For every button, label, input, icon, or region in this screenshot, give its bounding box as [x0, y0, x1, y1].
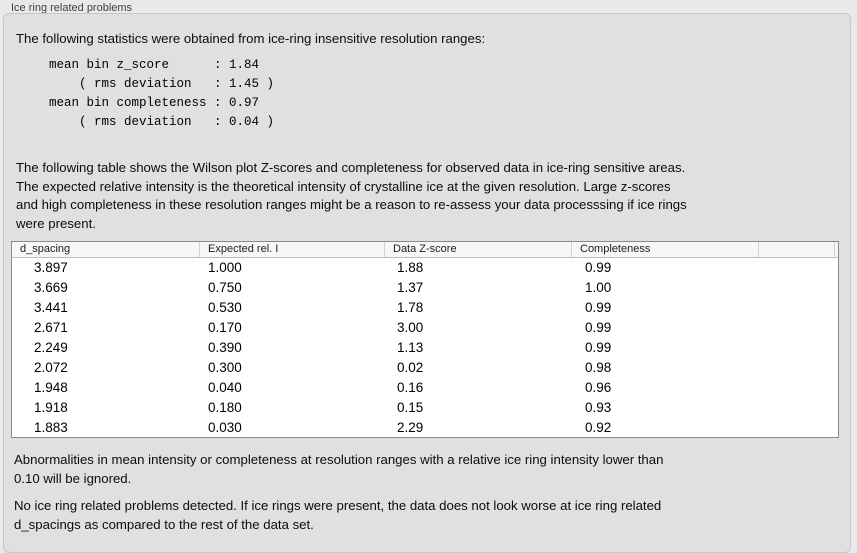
column-header-data-z-score[interactable]: Data Z-score: [384, 242, 571, 257]
table-cell: 0.300: [208, 359, 242, 375]
table-header: d_spacing Expected rel. I Data Z-score Comp…: [12, 242, 838, 258]
table-cell: 0.180: [208, 399, 242, 415]
intro-text: The following statistics were obtained f…: [16, 31, 486, 46]
table-row[interactable]: 2.671 0.170 3.00 0.99: [12, 318, 838, 338]
table-intro-text: The following table shows the Wilson plo…: [16, 160, 687, 231]
table-cell: 1.37: [397, 280, 424, 296]
table-cell: 0.390: [208, 340, 242, 355]
table-cell: 0.16: [397, 379, 424, 395]
column-header-blank[interactable]: [834, 242, 843, 257]
table-cell: 0.98: [585, 359, 612, 375]
table-cell: 2.249: [34, 340, 68, 355]
table-row[interactable]: 3.669 0.750 1.37 1.00: [12, 278, 838, 298]
table-cell: 0.96: [585, 379, 612, 395]
table-cell: 2.29: [397, 419, 424, 435]
ignore-note-text: Abnormalities in mean intensity or compl…: [14, 452, 664, 486]
table-cell: 2.072: [34, 359, 68, 375]
table-cell: 0.99: [585, 340, 612, 355]
table-cell: 1.883: [34, 419, 68, 435]
column-header-blank[interactable]: [758, 242, 834, 257]
group-box-title: Ice ring related problems: [11, 2, 133, 14]
table-row[interactable]: 1.948 0.040 0.16 0.96: [12, 377, 838, 397]
table-cell: 3.441: [34, 300, 68, 316]
table-cell: 1.918: [34, 399, 68, 415]
ice-ring-table: d_spacing Expected rel. I Data Z-score Comp…: [11, 241, 839, 438]
table-cell: 0.170: [208, 320, 242, 336]
stats-block: mean bin z_score : 1.84 ( rms deviation …: [49, 58, 275, 129]
table-cell: 0.02: [397, 359, 424, 375]
table-row[interactable]: 1.883 0.030 2.29 0.92: [12, 417, 838, 437]
table-cell: 0.99: [585, 260, 612, 276]
table-cell: 3.897: [34, 260, 68, 276]
table-cell: 0.040: [208, 379, 242, 395]
table-cell: 0.530: [208, 300, 242, 316]
column-header-expected-rel-i[interactable]: Expected rel. I: [199, 242, 384, 257]
table-cell: 1.00: [585, 280, 612, 296]
table-body: 3.897 1.000 1.88 0.99 3.669 0.750 1.37 1.00 3.44…: [12, 258, 838, 437]
table-cell: 0.99: [585, 320, 612, 336]
table-cell: 1.000: [208, 260, 242, 276]
table-cell: 0.15: [397, 399, 424, 415]
conclusion-text: No ice ring related problems detected. I…: [14, 498, 662, 532]
table-cell: 0.99: [585, 300, 612, 316]
column-header-d-spacing[interactable]: d_spacing: [20, 243, 71, 255]
table-cell: 0.030: [208, 419, 242, 435]
table-cell: 0.92: [585, 419, 612, 435]
table-cell: 1.78: [397, 300, 424, 316]
table-row[interactable]: 2.072 0.300 0.02 0.98: [12, 357, 838, 377]
ice-ring-panel: The following statistics were obtained f…: [3, 13, 851, 553]
column-header-completeness[interactable]: Completeness: [571, 242, 758, 257]
table-row[interactable]: 2.249 0.390 1.13 0.99: [12, 338, 838, 358]
table-cell: 1.948: [34, 379, 68, 395]
table-cell: 2.671: [34, 320, 68, 336]
table-row[interactable]: 3.441 0.530 1.78 0.99: [12, 298, 838, 318]
table-cell: 3.669: [34, 280, 68, 296]
table-cell: 1.88: [397, 260, 424, 276]
table-cell: 0.93: [585, 399, 612, 415]
table-row[interactable]: 3.897 1.000 1.88 0.99: [12, 258, 838, 278]
table-cell: 0.750: [208, 280, 242, 296]
table-cell: 1.13: [397, 340, 424, 355]
table-row[interactable]: 1.918 0.180 0.15 0.93: [12, 397, 838, 417]
table-cell: 3.00: [397, 320, 424, 336]
